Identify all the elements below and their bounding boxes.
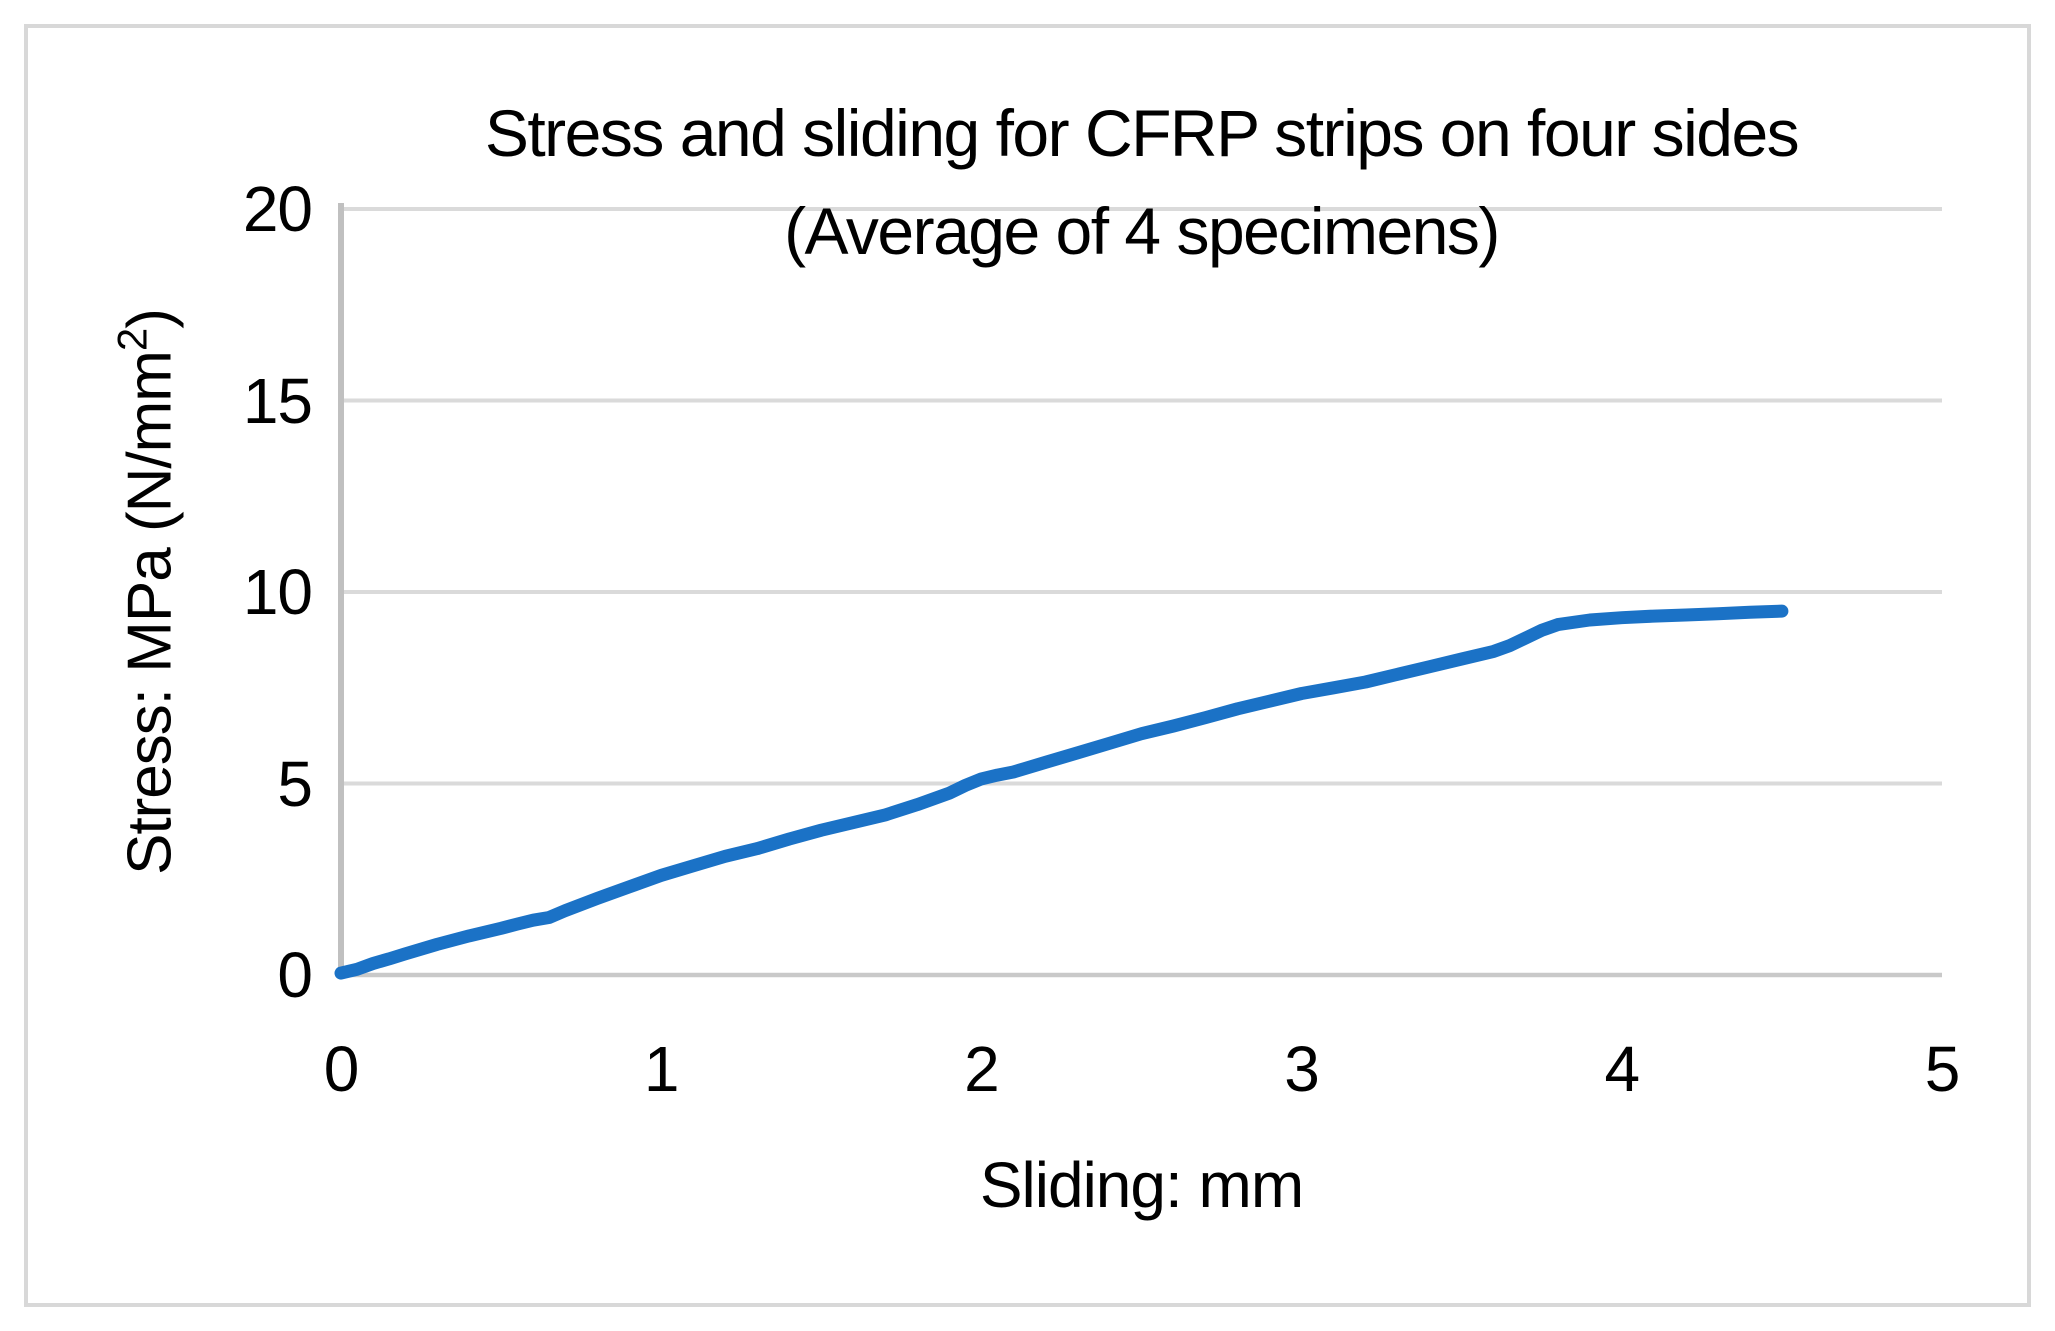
chart-title: Stress and sliding for CFRP strips on fo…: [341, 84, 1942, 280]
chart-title-line1: Stress and sliding for CFRP strips on fo…: [484, 96, 1800, 170]
x-tick-label: 4: [1604, 1033, 1641, 1105]
y-axis-title-superscript: 2: [108, 328, 156, 352]
y-tick-label: 0: [277, 939, 313, 1011]
x-tick-label: 1: [643, 1033, 680, 1105]
x-tick-label: 0: [323, 1033, 360, 1105]
series-line: [334, 604, 1789, 980]
y-tick-label: 5: [277, 747, 313, 820]
chart-title-line2: (Average of 4 specimens): [784, 194, 1500, 268]
y-tick-label: 15: [242, 364, 313, 437]
y-axis-title-close: ): [115, 309, 185, 329]
x-tick-label: 5: [1924, 1033, 1961, 1105]
x-tick-label: 3: [1284, 1033, 1320, 1105]
y-tick-label: 10: [242, 556, 313, 628]
figure-border: [24, 24, 2031, 1307]
x-axis-title: Sliding: mm: [979, 1149, 1304, 1221]
x-tick-label: 2: [964, 1033, 1000, 1105]
y-tick-label: 20: [242, 173, 313, 245]
